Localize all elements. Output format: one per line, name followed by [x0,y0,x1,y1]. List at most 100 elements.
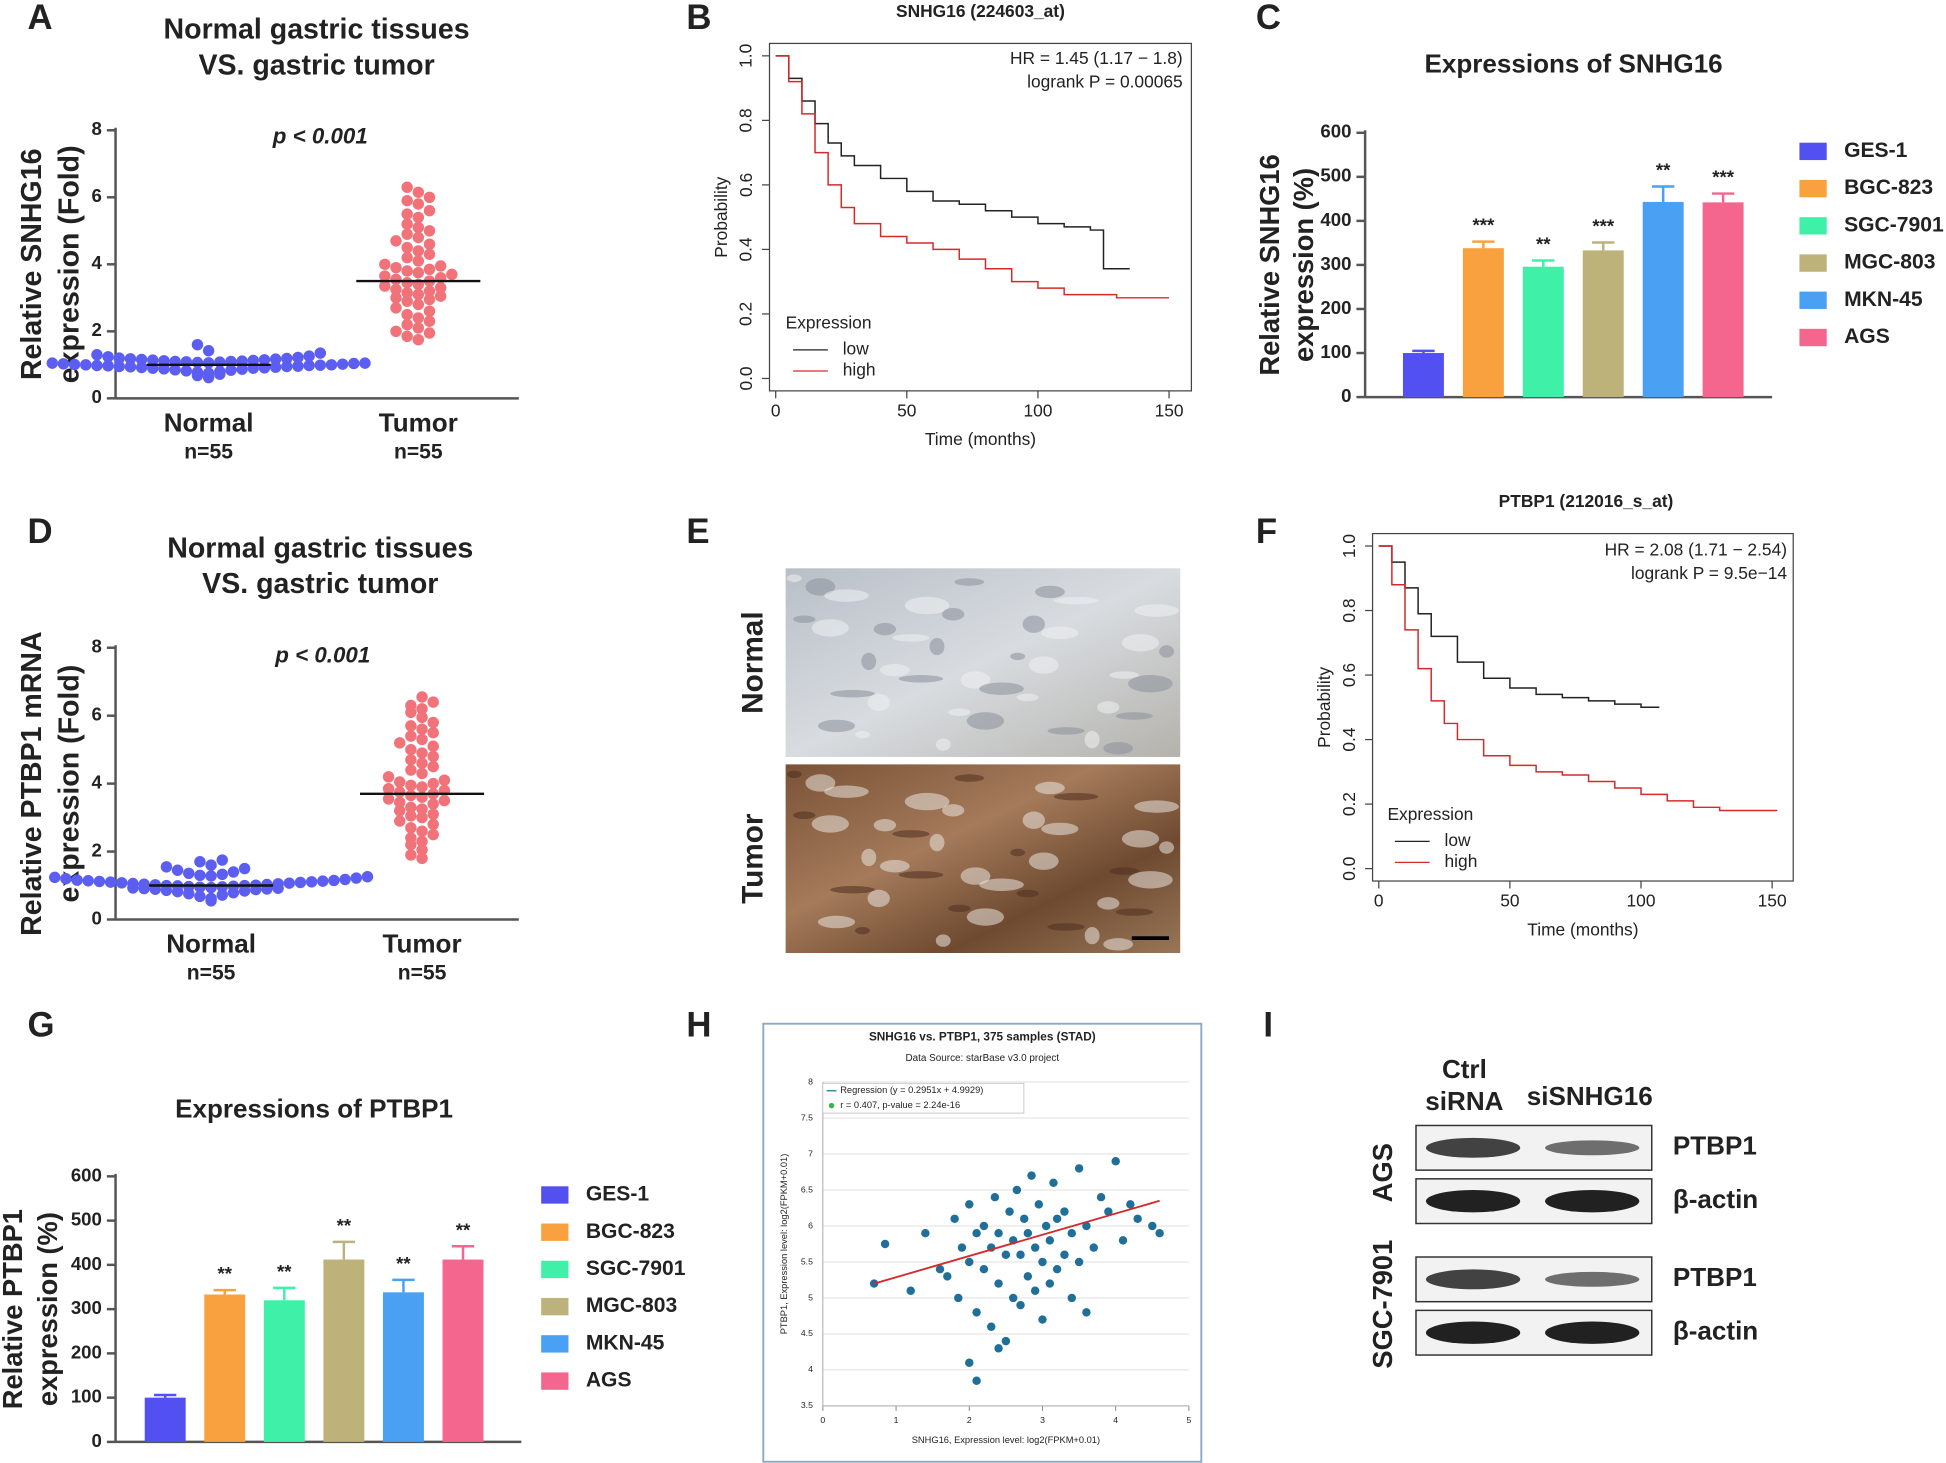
data-point [1111,1156,1120,1166]
data-point [1067,1293,1076,1303]
data-point [416,835,428,848]
x-sublabel: n=55 [184,441,233,464]
data-point [405,822,417,834]
y-tick-label: 200 [1320,297,1351,318]
x-tick-label: 2 [967,1415,972,1425]
y-tick-label: 600 [71,1164,102,1185]
data-point [416,781,428,793]
y-tick-label: 0.2 [736,302,756,326]
legend-swatch [1799,254,1827,272]
data-point [314,359,327,371]
legend-label: BGC-823 [1844,176,1933,199]
data-point [446,268,458,281]
data-point [80,359,92,371]
data-point [412,198,425,210]
data-point [412,298,425,311]
legend-label: BGC-823 [586,1220,675,1243]
data-point [292,351,304,364]
x-tick-label: 0 [771,401,781,421]
data-point [427,760,439,773]
blot-band-label: PTBP1 [1673,1131,1757,1161]
y-tick-label: 6 [808,1220,813,1230]
bar [442,1259,484,1442]
data-point [405,754,417,766]
data-point [965,1200,974,1209]
ihc-texture [1053,792,1099,801]
ihc-texture [898,871,944,879]
panel-label: B [686,0,711,37]
data-point [1082,1221,1091,1231]
data-point [191,356,204,369]
data-point [1041,1221,1051,1231]
data-point [405,699,417,712]
blot-band [1545,1321,1640,1344]
data-point [258,354,271,366]
blot-band [1425,1321,1521,1344]
data-point [405,832,417,844]
significance: *** [1592,215,1614,236]
data-point [1023,1272,1033,1281]
data-point [1133,1214,1142,1224]
data-point [303,350,315,362]
blot-band-label: PTBP1 [1673,1262,1757,1292]
ihc-texture [948,708,971,716]
ihc-texture [898,675,944,683]
ihc-texture [1041,822,1079,836]
survival-curve [775,55,1130,270]
y-tick-label: 0.6 [736,173,756,197]
y-tick-label: 4 [92,772,103,793]
y-tick-label: 0.8 [736,108,756,132]
ihc-texture [817,719,856,733]
x-tick-label: 3 [1040,1415,1045,1425]
ihc-texture [1121,830,1160,848]
y-axis-label: Probability [711,176,731,257]
y-tick-label: 0.8 [1339,598,1359,622]
panel-label: A [27,0,52,37]
ihc-texture [811,815,849,833]
blot-band [1425,1190,1521,1213]
data-point [412,211,425,224]
y-tick-label: 1.0 [736,44,756,68]
y-tick-label: 6 [92,704,102,725]
data-point [401,287,413,299]
ihc-texture [867,693,890,712]
ihc-texture [1016,693,1039,702]
survival-curve [1378,545,1660,709]
chart-title: Normal gastric tissues [167,532,473,564]
blot-column: siSNHG16 [1527,1081,1653,1111]
ihc-texture [873,622,897,636]
data-point [135,361,148,374]
data-point [957,1243,967,1252]
annotation: logrank P = 0.00065 [1027,72,1183,92]
chart-title: Expressions of SNHG16 [1424,49,1722,79]
panel-label: H [686,1007,711,1045]
significance: ** [218,1263,233,1284]
x-tick-label: 150 [1758,891,1787,911]
y-tick-label: 300 [71,1297,102,1318]
data-point [405,743,417,756]
data-point [390,325,402,338]
x-tick-label: 4 [1113,1415,1118,1425]
data-point [423,263,436,276]
y-tick-label: 100 [1320,341,1351,362]
blot-cell-label: SGC-7901 [1367,1240,1398,1369]
legend-label: MKN-45 [1844,288,1923,311]
chart-title: VS. gastric tumor [198,50,434,82]
data-point [328,874,340,887]
legend-swatch [541,1260,569,1279]
bar [323,1259,365,1442]
ihc-row-label: Normal [736,611,769,714]
ihc-texture [1103,938,1134,951]
data-point [1118,1236,1128,1245]
bar [1582,250,1624,398]
x-axis-label: Time (months) [925,429,1036,449]
data-point [972,1308,981,1317]
significance: *** [1712,167,1734,188]
x-sublabel: n=55 [398,962,447,985]
y-tick-label: 300 [1320,253,1351,274]
data-point [405,764,417,776]
legend-label: AGS [1844,325,1890,348]
significance: ** [1536,234,1551,255]
data-point [935,1264,945,1274]
data-point [127,877,139,890]
